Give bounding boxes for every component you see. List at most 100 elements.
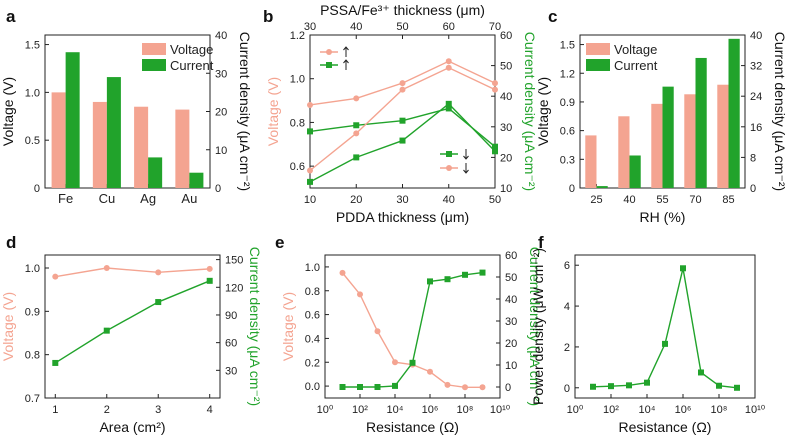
x2-tick-label: 70 — [489, 21, 501, 33]
x2-tick-label: 30 — [304, 21, 316, 33]
legend-label: Voltage — [170, 42, 213, 57]
y-axis-title: Voltage (V) — [0, 77, 16, 146]
arrow-head-icon — [343, 46, 349, 51]
y-axis-title: Voltage (V) — [0, 292, 16, 361]
y-tick-label: 1.0 — [25, 87, 40, 99]
data-point — [392, 359, 398, 366]
y-tick-label: 1.0 — [25, 263, 40, 275]
y-tick-label: 0 — [34, 183, 40, 195]
bar-current — [629, 155, 641, 188]
y2-tick-label: 60 — [225, 338, 237, 350]
y2-tick-label: 30 — [500, 122, 512, 134]
legend-marker — [446, 165, 452, 171]
x-tick-label: 2 — [104, 404, 110, 416]
data-point — [206, 277, 213, 284]
y2-tick-label: 16 — [750, 122, 762, 134]
data-point — [307, 101, 313, 108]
bar-voltage — [134, 106, 149, 188]
y-axis-title: Power density (μW cm⁻²) — [530, 248, 546, 405]
y-tick-label: 0.6 — [290, 161, 305, 173]
y2-tick-label: 40 — [500, 91, 512, 103]
y-tick-label: 1.0 — [290, 74, 305, 86]
bar-current — [65, 52, 80, 189]
x-tick-label: Cu — [99, 191, 116, 206]
x-tick-label: 10² — [352, 404, 368, 416]
x-axis-title: Resistance (Ω) — [619, 419, 712, 435]
x-tick-label: 85 — [722, 194, 734, 206]
data-point — [307, 128, 313, 135]
y-tick-label: 2 — [564, 342, 570, 354]
y-tick-label: 0.6 — [560, 126, 575, 138]
data-point — [644, 379, 650, 386]
legend-swatch — [586, 43, 610, 55]
y-tick-label: 1.5 — [25, 40, 40, 52]
series-line — [342, 271, 483, 388]
data-point — [353, 154, 360, 161]
data-point — [409, 359, 416, 366]
panel-label: b — [263, 7, 273, 26]
data-point — [444, 381, 451, 388]
series-line — [54, 280, 210, 364]
y2-tick-label: 60 — [505, 250, 517, 262]
y2-tick-label: 10 — [505, 360, 517, 372]
bar-voltage — [651, 103, 663, 188]
data-point — [492, 86, 498, 93]
data-point — [155, 299, 162, 306]
plot-frame — [309, 34, 496, 189]
y-tick-label: 0.6 — [305, 310, 320, 322]
bar-voltage — [684, 94, 696, 188]
data-point — [492, 148, 498, 155]
y2-tick-label: 30 — [215, 68, 227, 80]
data-point — [445, 64, 452, 71]
legend-label: Current — [170, 58, 214, 73]
data-point — [492, 143, 498, 150]
y2-tick-label: 32 — [750, 61, 762, 73]
legend-label: Voltage — [614, 42, 657, 57]
y2-tick-label: 20 — [215, 107, 227, 119]
y-axis-title: Voltage (V) — [535, 77, 551, 146]
data-point — [392, 382, 398, 389]
y2-tick-label: 10 — [215, 145, 227, 157]
x2-tick-label: 60 — [443, 21, 455, 33]
y-tick-label: 6 — [564, 260, 570, 272]
bar-current — [189, 172, 204, 188]
legend-label: Current — [614, 58, 658, 73]
plot-frame — [574, 254, 756, 399]
panel-e: e 0.0 0.2 0.4 0.6 0.8 1.0 0 10 20 30 40 50 60 10⁰ 10² 10… — [275, 233, 543, 435]
data-point — [427, 368, 433, 375]
data-point — [462, 384, 468, 391]
y2-tick-label: 0 — [215, 183, 221, 195]
data-point — [626, 382, 632, 389]
data-point — [52, 359, 59, 366]
x-tick-label: 10⁶ — [675, 404, 692, 416]
y2-axis-title: Current density (μA cm⁻²) — [527, 247, 543, 406]
data-point — [206, 265, 213, 272]
data-point — [444, 276, 451, 283]
data-point — [357, 291, 363, 298]
y2-axis-title: Current density (μA cm⁻²) — [237, 32, 253, 191]
x-tick-label: 70 — [689, 194, 701, 206]
series-line — [341, 272, 483, 388]
y2-tick-label: 40 — [505, 294, 517, 306]
x-tick-label: 10⁸ — [457, 404, 474, 416]
y-tick-label: 0.2 — [305, 357, 320, 369]
x-tick-label: 10⁰ — [567, 404, 584, 416]
x-tick-label: 10⁶ — [422, 404, 439, 416]
data-point — [399, 137, 406, 144]
x-axis-title: PDDA thickness (μm) — [336, 209, 469, 225]
x-axis-title: Area (cm²) — [99, 419, 165, 435]
y2-tick-label: 90 — [225, 310, 237, 322]
bar-voltage — [92, 101, 107, 188]
y2-tick-label: 30 — [225, 365, 237, 377]
bar-current — [662, 86, 674, 188]
y-tick-label: 4 — [564, 301, 570, 313]
bar-current — [106, 77, 121, 188]
data-point — [353, 130, 360, 137]
legend-swatch — [586, 59, 610, 71]
data-point — [479, 269, 486, 276]
panel-b: b 0.6 0.8 1.0 1.2 10 20 30 40 50 60 10 20 30 40 50 PDDA … — [263, 2, 538, 225]
x-tick-label: 25 — [590, 194, 602, 206]
y2-tick-label: 24 — [750, 91, 762, 103]
x-tick-label: 10 — [304, 194, 316, 206]
data-point — [52, 273, 59, 280]
